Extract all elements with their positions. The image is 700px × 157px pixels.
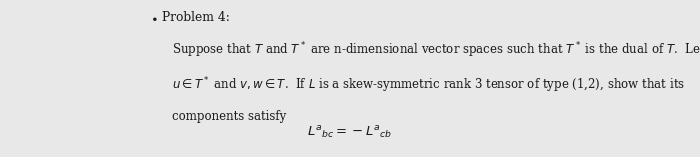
Text: components satisfy: components satisfy	[172, 110, 286, 123]
Text: $u \in T^*$ and $v, w \in T$.  If $L$ is a skew-symmetric rank 3 tensor of type : $u \in T^*$ and $v, w \in T$. If $L$ is …	[172, 75, 685, 95]
Text: Suppose that $T$ and $T^*$ are n-dimensional vector spaces such that $T^*$ is th: Suppose that $T$ and $T^*$ are n-dimensi…	[172, 41, 700, 60]
Text: $L^a{}_{bc} = -L^a{}_{cb}$: $L^a{}_{bc} = -L^a{}_{cb}$	[307, 125, 393, 141]
Text: Problem 4:: Problem 4:	[162, 11, 230, 24]
Text: $\bullet$: $\bullet$	[150, 11, 158, 24]
